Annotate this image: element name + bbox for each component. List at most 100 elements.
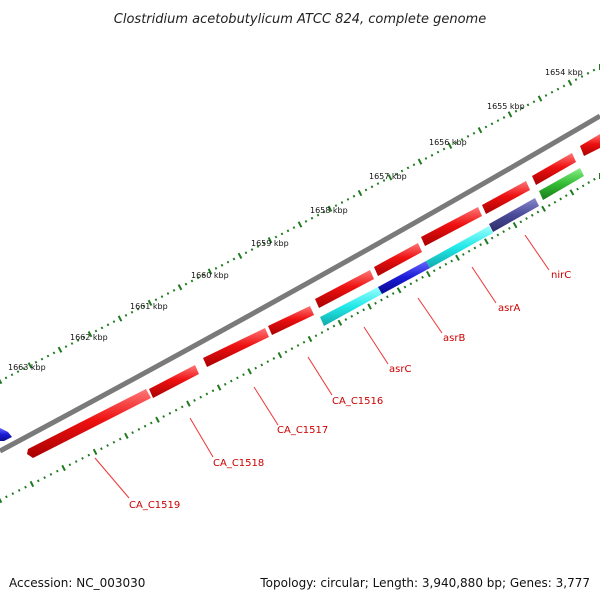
outer-tick-35	[207, 268, 213, 275]
gene-label-nirc[interactable]: nirC	[551, 270, 571, 281]
outer-tick-27	[160, 295, 164, 299]
inner-tick-54	[332, 324, 336, 328]
inner-tick-81	[490, 236, 494, 240]
gene-arrow-green[interactable]	[539, 168, 584, 200]
inner-tick-43	[266, 360, 270, 364]
outer-tick-38	[226, 260, 230, 264]
inner-tick-52	[320, 331, 324, 334]
inner-tick-60	[367, 303, 372, 310]
outer-tick-79	[472, 131, 476, 135]
gene-arrow-red-5[interactable]	[532, 153, 576, 185]
gene-label-ca-c1516[interactable]: CA_C1516	[332, 396, 383, 407]
outer-tick-39	[232, 257, 236, 261]
inner-tick-33	[205, 392, 209, 396]
outer-tick-28	[166, 292, 170, 295]
gene-arrow-asrc[interactable]	[320, 287, 382, 326]
gene-arrow-ca-c1516[interactable]	[268, 306, 314, 335]
outer-tick-72	[430, 153, 434, 157]
outer-tick-93	[556, 87, 560, 91]
inner-tick-14	[87, 453, 91, 457]
outer-tick-25	[147, 299, 153, 306]
outer-tick-95	[567, 79, 573, 86]
outer-tick-8	[46, 354, 50, 358]
outer-tick-60	[357, 189, 363, 197]
inner-tick-66	[403, 285, 407, 289]
inner-tick-68	[415, 279, 418, 282]
outer-tick-4	[22, 367, 26, 370]
inner-tick-1	[5, 495, 8, 499]
outer-tick-21	[124, 313, 128, 317]
inner-tick-29	[180, 405, 184, 409]
inner-tick-3	[17, 488, 21, 492]
inner-tick-97	[581, 184, 585, 188]
gene-arrow-red-3[interactable]	[421, 207, 482, 246]
outer-tick-94	[562, 84, 566, 88]
gene-arrow-ca-c1518[interactable]	[149, 365, 199, 398]
inner-tick-15	[92, 448, 98, 456]
outer-tick-58	[346, 197, 350, 201]
gene-arrow-red-1[interactable]	[315, 270, 374, 308]
outer-tick-63	[376, 182, 380, 186]
outer-tick-17	[100, 326, 104, 330]
gene-arrow-asra[interactable]	[426, 226, 493, 268]
outer-tick-97	[580, 75, 584, 78]
inner-tick-18	[112, 440, 116, 444]
tick-label-1662: 1662 kbp	[70, 333, 108, 342]
gene-label-ca-c1519[interactable]: CA_C1519	[129, 500, 180, 511]
inner-tick-55	[337, 319, 343, 326]
outer-tick-32	[190, 279, 194, 283]
inner-tick-62	[380, 298, 383, 302]
gene-track	[0, 134, 600, 458]
gene-label-ca-c1518[interactable]: CA_C1518	[213, 458, 264, 469]
inner-tick-23	[143, 424, 147, 428]
gene-arrow-nirc[interactable]	[489, 198, 539, 232]
gene-label-asrc[interactable]: asrC	[389, 364, 411, 375]
inner-tick-78	[473, 246, 477, 250]
outer-tick-49	[292, 226, 296, 230]
inner-tick-8	[49, 472, 53, 476]
outer-tick-74	[442, 147, 446, 151]
inner-tick-90	[541, 205, 546, 212]
outer-tick-59	[352, 194, 356, 198]
outer-tick-2	[10, 373, 14, 377]
outer-tick-67	[400, 169, 404, 173]
inner-tick-95	[569, 189, 575, 196]
inner-tick-28	[174, 408, 178, 412]
inner-tick-38	[236, 376, 239, 380]
gene-label-ca-c1517[interactable]: CA_C1517	[277, 425, 328, 436]
outer-tick-16	[94, 329, 98, 333]
outer-tick-34	[202, 273, 206, 277]
tick-label-1663: 1663 kbp	[8, 363, 46, 372]
inner-tick-26	[162, 415, 165, 418]
inner-tick-94	[564, 194, 568, 198]
tick-label-1657: 1657 kbp	[369, 172, 407, 181]
outer-tick-40	[237, 252, 243, 259]
inner-tick-9	[56, 469, 59, 473]
gene-label-asra[interactable]: asrA	[498, 303, 520, 314]
outer-tick-61	[364, 188, 368, 192]
gene-arrow-blue-left[interactable]	[0, 428, 12, 441]
outer-tick-88	[526, 103, 530, 107]
gene-arrow-red-4[interactable]	[482, 181, 530, 214]
tick-label-1660: 1660 kbp	[191, 271, 229, 280]
gene-arrow-asrb[interactable]	[378, 261, 430, 294]
inner-tick-92	[553, 200, 557, 204]
gene-arrow-red-6[interactable]	[580, 134, 600, 156]
outer-tick-87	[520, 106, 524, 110]
inner-tick-31	[193, 398, 196, 402]
gene-arrow-ca-c1517[interactable]	[203, 328, 269, 367]
outer-tick-20	[117, 315, 123, 322]
inner-tick-dots	[0, 173, 600, 504]
outer-tick-23	[136, 307, 140, 311]
outer-tick-90	[537, 95, 543, 102]
outer-tick-78	[466, 134, 470, 138]
outer-tick-31	[184, 282, 188, 286]
outer-tick-11	[64, 345, 68, 349]
outer-tick-75	[447, 142, 453, 149]
gene-arrow-ca-c1519[interactable]	[27, 389, 151, 458]
inner-tick-89	[536, 210, 540, 214]
genome-backbone	[0, 113, 600, 454]
inner-tick-20	[124, 432, 129, 439]
gene-arrow-red-2[interactable]	[374, 243, 422, 276]
gene-label-asrb[interactable]: asrB	[443, 333, 465, 344]
